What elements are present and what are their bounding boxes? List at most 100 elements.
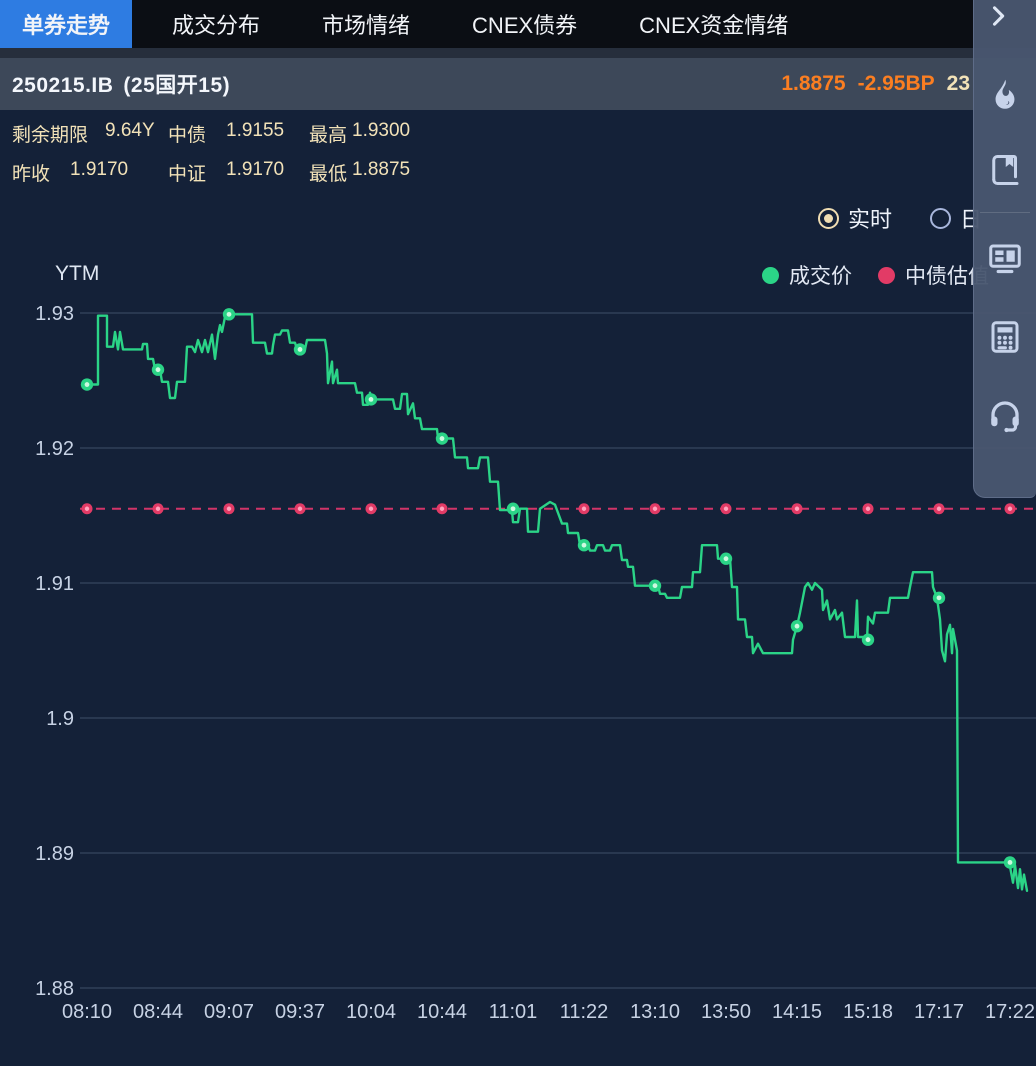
x-tick-label: 10:44 bbox=[417, 1001, 467, 1023]
radio-实时[interactable]: 实时 bbox=[818, 202, 892, 234]
stat-value: 1.9155 bbox=[226, 120, 285, 141]
trade-price-dot-center bbox=[723, 556, 729, 562]
trade-price-dot-center bbox=[368, 397, 374, 402]
quote-extra: 23 bbox=[946, 72, 970, 95]
valuation-dot-center bbox=[226, 506, 232, 511]
trade-price-dot-center bbox=[936, 595, 942, 601]
book-icon[interactable] bbox=[987, 152, 1023, 188]
tool-sidebar bbox=[973, 0, 1036, 498]
stat-label: 最高 bbox=[309, 125, 348, 146]
x-tick-label: 14:15 bbox=[772, 1001, 822, 1023]
tab-单券走势[interactable]: 单券走势 bbox=[0, 0, 133, 48]
tabbar-divider bbox=[0, 48, 1036, 58]
trade-price-dot-center bbox=[84, 382, 90, 387]
stat-label: 中债 bbox=[168, 125, 207, 146]
sidebar-divider bbox=[980, 212, 1030, 213]
radio-icon bbox=[930, 207, 951, 229]
valuation-dot-center bbox=[439, 506, 445, 511]
tab-成交分布[interactable]: 成交分布 bbox=[172, 13, 261, 38]
legend-dot-icon bbox=[762, 266, 779, 284]
price-change: -2.95BP bbox=[857, 72, 935, 95]
stat-value: 1.9170 bbox=[70, 159, 129, 180]
y-tick-label: 1.9 bbox=[46, 708, 74, 730]
y-axis-title: YTM bbox=[55, 262, 100, 285]
legend-row: YTM 成交价 中债估值 bbox=[0, 252, 1036, 296]
x-tick-label: 13:50 bbox=[701, 1001, 751, 1023]
valuation-dot-center bbox=[155, 506, 161, 511]
mode-controls: 实时日 bbox=[0, 198, 1036, 238]
x-tick-label: 08:44 bbox=[133, 1001, 183, 1023]
x-tick-label: 13:10 bbox=[630, 1001, 680, 1023]
x-tick-label: 09:07 bbox=[204, 1001, 254, 1023]
flame-icon[interactable] bbox=[987, 77, 1023, 113]
valuation-dot-center bbox=[84, 506, 90, 511]
x-tick-label: 11:01 bbox=[489, 1001, 538, 1023]
x-tick-label: 17:22 bbox=[985, 1001, 1035, 1023]
stat-label: 最低 bbox=[309, 164, 348, 185]
radio-label: 实时 bbox=[848, 207, 893, 232]
x-tick-label: 10:04 bbox=[346, 1001, 396, 1023]
tab-CNEX资金情绪[interactable]: CNEX资金情绪 bbox=[639, 13, 789, 38]
valuation-dot-center bbox=[297, 506, 303, 511]
trade-price-dot-center bbox=[510, 506, 516, 512]
x-tick-label: 08:10 bbox=[62, 1001, 112, 1023]
trade-price-dot-center bbox=[439, 436, 445, 441]
stat-row: 剩余期限 9.64Y 中债 1.9155 最高 1.9300 bbox=[0, 120, 1036, 146]
valuation-dot-center bbox=[794, 506, 800, 511]
headset-icon[interactable] bbox=[987, 397, 1023, 433]
monitor-icon[interactable] bbox=[987, 240, 1023, 276]
stat-label: 中证 bbox=[168, 164, 207, 185]
y-tick-label: 1.89 bbox=[35, 843, 74, 865]
bond-code: 250215.IB bbox=[12, 74, 114, 97]
stat-value: 1.8875 bbox=[352, 159, 411, 180]
bond-title: 250215.IB (25国开15) bbox=[12, 69, 230, 99]
trade-price-dot-center bbox=[297, 347, 303, 352]
quote-header: 250215.IB (25国开15) 1.8875 -2.95BP 23 bbox=[0, 58, 1036, 110]
trade-price-dot-center bbox=[581, 542, 587, 548]
y-tick-label: 1.92 bbox=[35, 438, 74, 460]
quote-values: 1.8875 -2.95BP 23 bbox=[781, 72, 970, 96]
calculator-icon[interactable] bbox=[987, 319, 1023, 355]
tab-bar: 单券走势 成交分布 市场情绪 CNEX债券 CNEX资金情绪 bbox=[0, 0, 1036, 48]
stat-value: 9.64Y bbox=[105, 120, 155, 141]
trade-price-dot-center bbox=[865, 637, 871, 643]
valuation-dot-center bbox=[368, 506, 374, 511]
trade-price-dot-center bbox=[1007, 860, 1013, 865]
x-tick-label: 11:22 bbox=[560, 1001, 609, 1023]
tab-市场情绪[interactable]: 市场情绪 bbox=[322, 13, 411, 38]
valuation-dot-center bbox=[652, 506, 658, 511]
x-tick-label: 15:18 bbox=[843, 1001, 893, 1023]
x-tick-label: 09:37 bbox=[275, 1001, 325, 1023]
trade-price-line bbox=[86, 313, 1029, 892]
y-tick-label: 1.88 bbox=[35, 978, 74, 1000]
valuation-dot-center bbox=[581, 506, 587, 511]
valuation-dot-center bbox=[723, 506, 729, 511]
x-tick-label: 17:17 bbox=[914, 1001, 964, 1023]
chevron-right-icon[interactable] bbox=[984, 2, 1012, 30]
legend-item-中债估值[interactable]: 中债估值 bbox=[878, 260, 989, 290]
valuation-dot-center bbox=[1007, 506, 1013, 511]
legend-label: 中债估值 bbox=[905, 265, 989, 288]
legend-item-成交价[interactable]: 成交价 bbox=[762, 260, 852, 290]
trade-price-dot-center bbox=[155, 367, 161, 373]
y-tick-label: 1.93 bbox=[35, 303, 74, 325]
radio-selected-icon bbox=[818, 207, 839, 229]
stat-value: 1.9300 bbox=[352, 120, 411, 141]
stat-value: 1.9170 bbox=[226, 159, 285, 180]
stat-row: 昨收 1.9170 中证 1.9170 最低 1.8875 bbox=[0, 159, 1036, 185]
legend-dot-icon bbox=[878, 266, 895, 284]
stats-panel: 剩余期限 9.64Y 中债 1.9155 最高 1.9300 昨收 1.9170 中证 1.917… bbox=[0, 110, 1036, 196]
y-tick-label: 1.91 bbox=[35, 573, 74, 595]
trade-price-dot-center bbox=[652, 583, 658, 589]
valuation-dot-center bbox=[865, 506, 871, 511]
legend-label: 成交价 bbox=[789, 265, 852, 288]
trade-price-dot-center bbox=[226, 311, 232, 317]
tab-CNEX债券[interactable]: CNEX债券 bbox=[472, 13, 578, 38]
stat-label: 剩余期限 bbox=[12, 125, 89, 146]
bond-name: (25国开15) bbox=[123, 74, 231, 97]
trade-price-dot-center bbox=[794, 623, 800, 629]
last-price: 1.8875 bbox=[781, 72, 846, 95]
valuation-dot-center bbox=[936, 506, 942, 511]
